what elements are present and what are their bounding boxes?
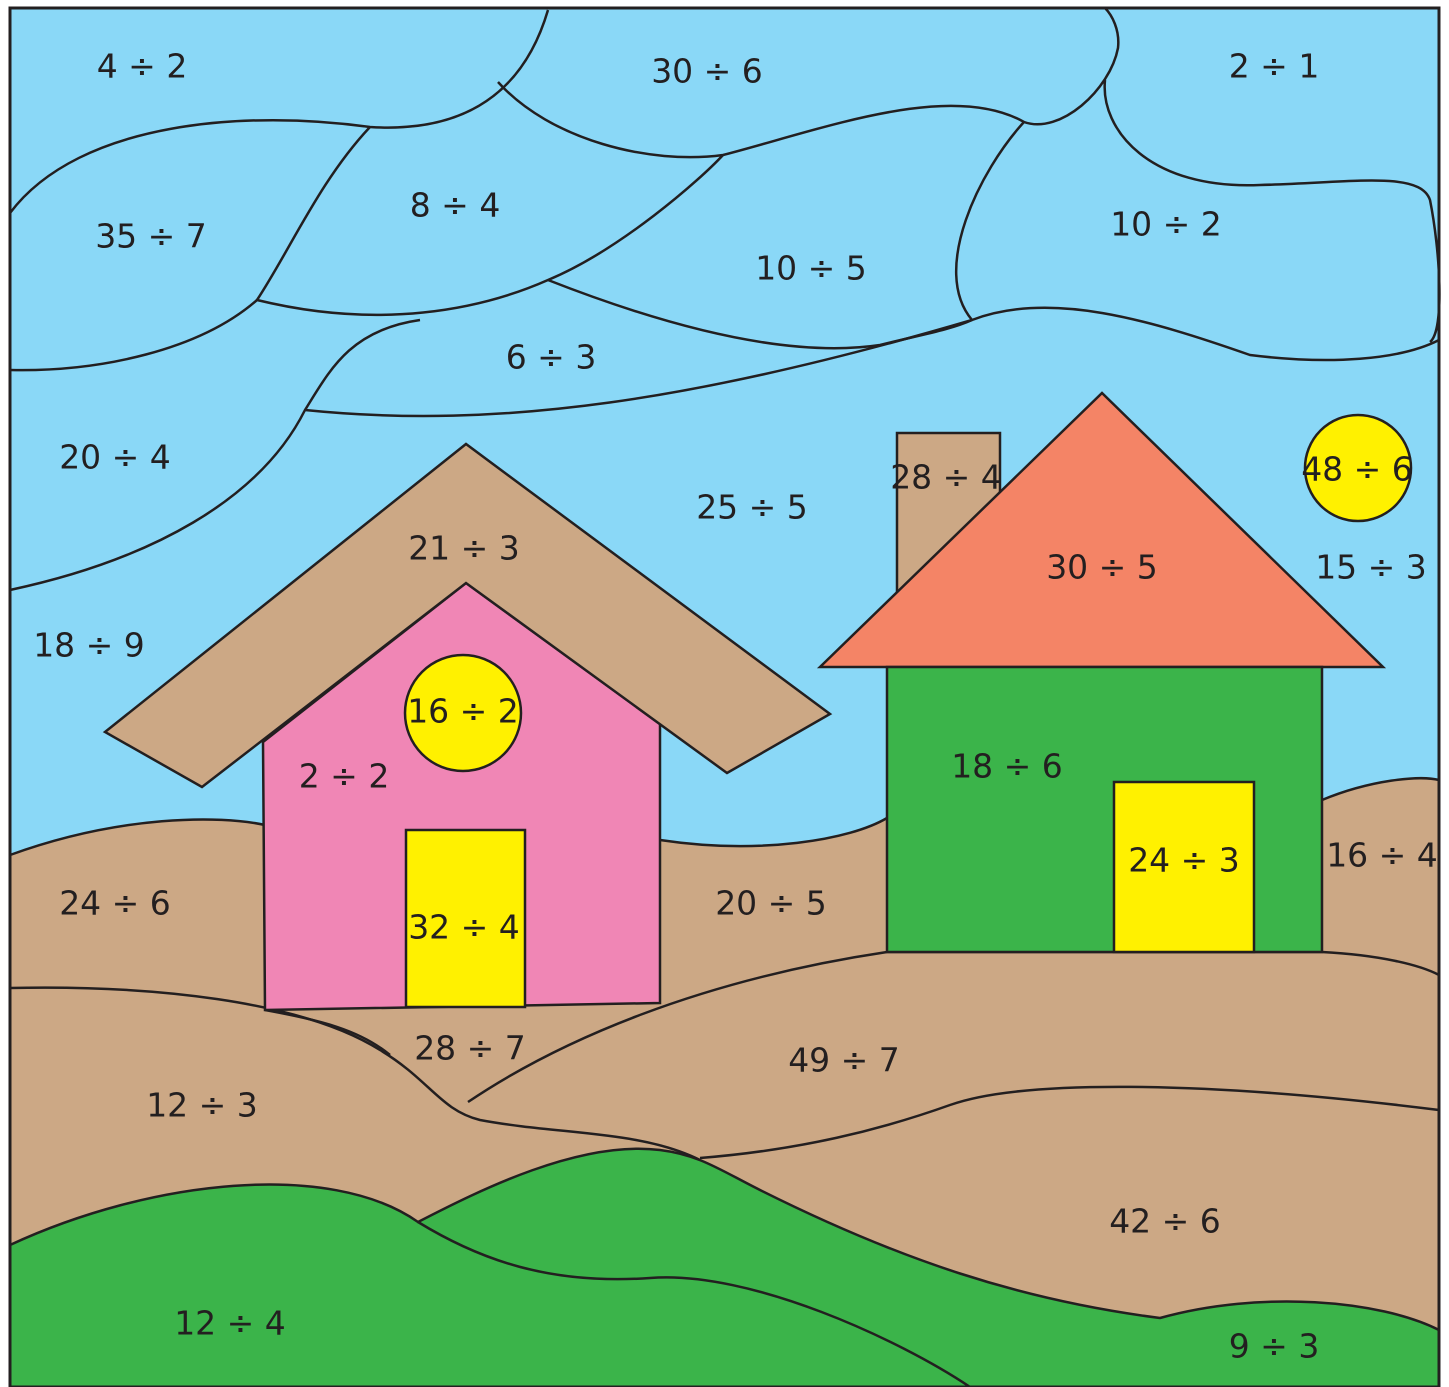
region-label: 24 ÷ 6 — [59, 884, 171, 923]
region-label: 10 ÷ 2 — [1110, 205, 1222, 244]
region-label: 30 ÷ 6 — [651, 52, 763, 91]
region-label: 2 ÷ 1 — [1229, 47, 1320, 86]
region-label: 2 ÷ 2 — [299, 757, 390, 796]
region-label: 30 ÷ 5 — [1046, 548, 1158, 587]
region-label: 32 ÷ 4 — [408, 908, 520, 947]
region-label: 35 ÷ 7 — [95, 217, 207, 256]
green-hills — [8, 1147, 1441, 1387]
region-label: 9 ÷ 3 — [1229, 1327, 1320, 1366]
green-house — [885, 665, 1324, 954]
region-label: 48 ÷ 6 — [1301, 450, 1413, 489]
region-label: 42 ÷ 6 — [1109, 1202, 1221, 1241]
frame — [8, 6, 1441, 1387]
region-label: 12 ÷ 4 — [174, 1304, 286, 1343]
pink-door — [404, 828, 527, 1009]
hill-line — [417, 1220, 971, 1387]
region-label: 16 ÷ 2 — [407, 692, 519, 731]
region-label: 21 ÷ 3 — [408, 529, 520, 568]
region-label: 28 ÷ 7 — [414, 1029, 526, 1068]
window — [403, 653, 523, 773]
cloud-lines — [9, 7, 1441, 592]
region-label: 4 ÷ 2 — [97, 47, 188, 86]
region-label: 15 ÷ 3 — [1315, 548, 1427, 587]
region-label: 20 ÷ 5 — [715, 884, 827, 923]
region-label: 6 ÷ 3 — [506, 338, 597, 377]
region-label: 20 ÷ 4 — [59, 438, 171, 477]
region-label: 28 ÷ 4 — [890, 458, 1002, 497]
region-label: 49 ÷ 7 — [788, 1041, 900, 1080]
green-door — [1112, 780, 1256, 954]
ground-lines — [9, 950, 1440, 1162]
region-label: 18 ÷ 6 — [951, 747, 1063, 786]
region-label: 16 ÷ 4 — [1326, 836, 1438, 875]
region-label: 12 ÷ 3 — [146, 1086, 258, 1125]
region-label: 25 ÷ 5 — [696, 488, 808, 527]
region-label: 18 ÷ 9 — [33, 626, 145, 665]
sun — [1303, 413, 1413, 523]
region-label: 24 ÷ 3 — [1128, 841, 1240, 880]
region-label: 10 ÷ 5 — [755, 249, 867, 288]
region-label: 8 ÷ 4 — [410, 186, 501, 225]
pink-roof — [102, 442, 833, 789]
